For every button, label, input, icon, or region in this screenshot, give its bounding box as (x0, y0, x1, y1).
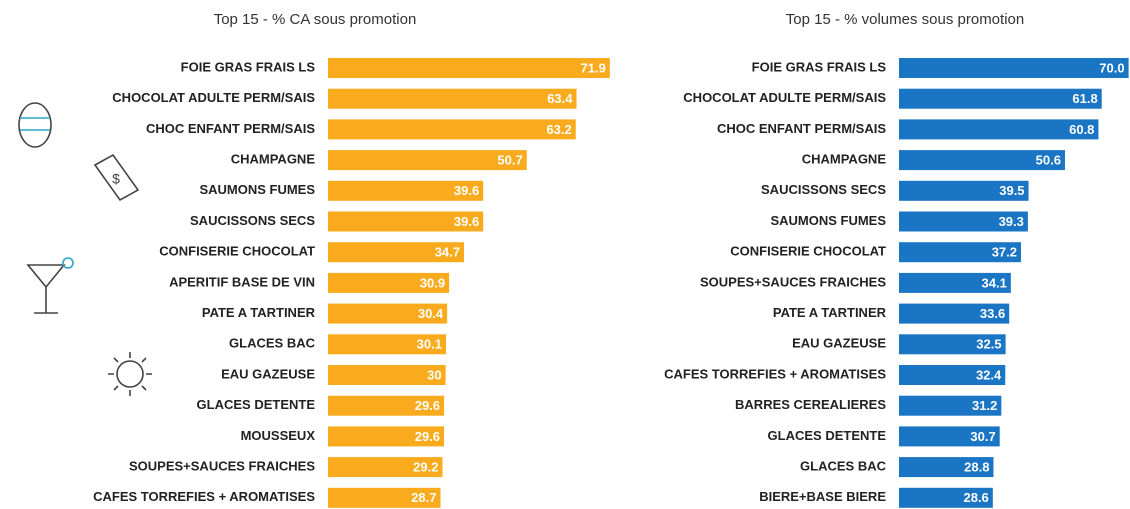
value-label: 34.7 (435, 245, 460, 260)
category-label: CHOC ENFANT PERM/SAIS (717, 121, 886, 136)
category-label: CHOCOLAT ADULTE PERM/SAIS (683, 90, 886, 105)
value-label: 30 (427, 367, 441, 382)
bar (328, 58, 610, 78)
value-label: 39.3 (999, 214, 1024, 229)
bar (328, 303, 448, 324)
value-label: 28.7 (411, 490, 436, 505)
value-label: 39.5 (999, 183, 1024, 198)
category-label: FOIE GRAS FRAIS LS (752, 59, 887, 74)
value-label: 70.0 (1099, 60, 1124, 75)
category-label: APERITIF BASE DE VIN (169, 274, 315, 289)
bar (899, 334, 1006, 355)
bar (899, 242, 1022, 263)
value-label: 28.6 (963, 490, 988, 505)
bar (899, 457, 994, 478)
bar (899, 180, 1029, 201)
value-label: 28.8 (964, 460, 989, 475)
bar (899, 150, 1065, 171)
category-label: GLACES DETENTE (197, 397, 316, 412)
bar (328, 426, 445, 447)
value-label: 29.6 (415, 398, 440, 413)
value-label: 34.1 (982, 275, 1007, 290)
bar (328, 211, 484, 232)
value-label: 50.6 (1036, 153, 1061, 168)
bar (328, 242, 465, 263)
value-label: 63.4 (547, 91, 573, 106)
chart-title: Top 15 - % volumes sous promotion (786, 11, 1024, 28)
category-label: CHOC ENFANT PERM/SAIS (146, 121, 315, 136)
category-label: EAU GAZEUSE (792, 336, 886, 351)
icons: $ (18, 102, 152, 396)
bar (328, 457, 443, 478)
category-label: GLACES BAC (800, 459, 887, 474)
bar (328, 88, 577, 109)
bar (899, 395, 1002, 416)
value-label: 50.7 (497, 153, 522, 168)
svg-text:$: $ (112, 171, 120, 187)
value-label: 37.2 (992, 245, 1017, 260)
value-label: 33.6 (980, 306, 1005, 321)
category-label: SAUCISSONS SECS (761, 182, 886, 197)
value-label: 31.2 (972, 398, 997, 413)
category-label: BIERE+BASE BIERE (759, 489, 886, 504)
category-label: CHOCOLAT ADULTE PERM/SAIS (112, 90, 315, 105)
value-label: 39.6 (454, 183, 479, 198)
category-label: FOIE GRAS FRAIS LS (181, 59, 316, 74)
category-label: SAUMONS FUMES (770, 213, 886, 228)
value-label: 30.4 (418, 306, 444, 321)
value-label: 29.2 (413, 460, 438, 475)
value-label: 32.4 (976, 367, 1002, 382)
category-label: EAU GAZEUSE (221, 366, 315, 381)
category-label: MOUSSEUX (241, 428, 316, 443)
category-label: SOUPES+SAUCES FRAICHES (129, 459, 315, 474)
category-label: CAFES TORREFIES + AROMATISES (93, 489, 315, 504)
value-label: 71.9 (581, 60, 606, 75)
value-label: 39.6 (454, 214, 479, 229)
bar (899, 365, 1006, 385)
value-label: 30.7 (970, 429, 995, 444)
bar (899, 272, 1011, 293)
bar (328, 395, 445, 416)
bar (899, 58, 1129, 78)
category-label: GLACES DETENTE (768, 428, 887, 443)
value-label: 30.9 (420, 275, 445, 290)
bar (328, 272, 450, 293)
category-label: SAUMONS FUMES (199, 182, 315, 197)
category-label: CHAMPAGNE (802, 152, 887, 167)
category-label: SOUPES+SAUCES FRAICHES (700, 274, 886, 289)
category-label: GLACES BAC (229, 336, 316, 351)
category-label: PATE A TARTINER (773, 305, 887, 320)
chart-title: Top 15 - % CA sous promotion (214, 11, 417, 28)
bar (328, 119, 576, 140)
category-label: PATE A TARTINER (202, 305, 316, 320)
bar (328, 487, 441, 508)
value-label: 32.5 (976, 337, 1001, 352)
bar (899, 487, 993, 508)
value-label: 61.8 (1072, 91, 1097, 106)
category-label: SAUCISSONS SECS (190, 213, 315, 228)
category-label: BARRES CEREALIERES (735, 397, 886, 412)
bar (899, 88, 1102, 109)
bar (899, 303, 1010, 324)
bar (328, 150, 527, 171)
value-label: 60.8 (1069, 122, 1094, 137)
category-label: CAFES TORREFIES + AROMATISES (664, 366, 886, 381)
category-label: CONFISERIE CHOCOLAT (730, 244, 886, 259)
bar (899, 426, 1000, 447)
bar (899, 211, 1028, 232)
category-label: CONFISERIE CHOCOLAT (159, 244, 315, 259)
value-label: 30.1 (417, 337, 442, 352)
value-label: 63.2 (546, 122, 571, 137)
bar (328, 180, 484, 201)
bar (328, 334, 446, 355)
value-label: 29.6 (415, 429, 440, 444)
category-label: CHAMPAGNE (231, 152, 316, 167)
bar (899, 119, 1099, 140)
bar (328, 365, 446, 385)
